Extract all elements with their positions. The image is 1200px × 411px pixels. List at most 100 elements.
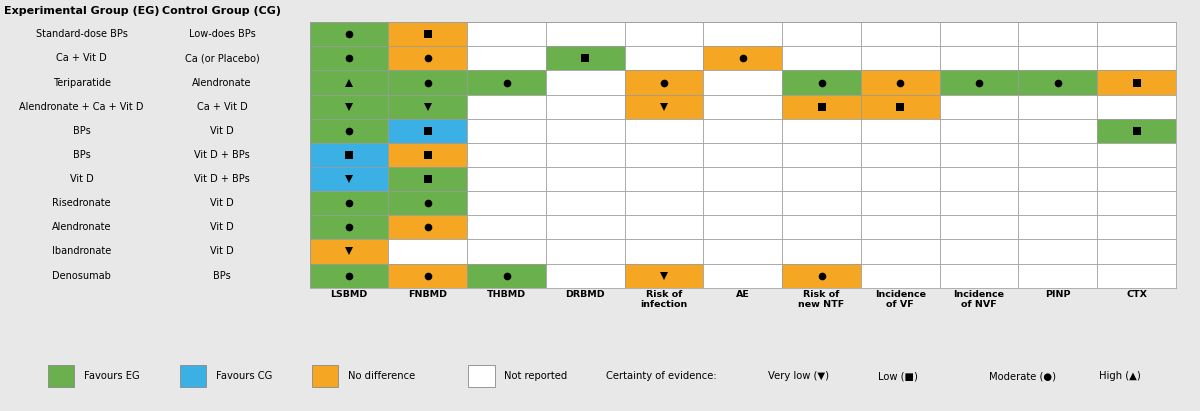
Bar [625,191,703,215]
Bar [467,46,546,70]
Bar [310,119,389,143]
Bar [389,119,467,143]
Bar [546,46,625,70]
Bar [860,70,940,95]
Text: AE: AE [736,290,750,299]
Bar [703,215,782,240]
Text: Vit D: Vit D [210,198,234,208]
Bar [625,167,703,191]
Bar [310,46,389,70]
Text: Vit D: Vit D [210,247,234,256]
Bar [546,240,625,263]
Bar [940,22,1019,46]
Bar [782,263,860,288]
Bar [940,263,1019,288]
Bar [1019,70,1097,95]
Text: Certainty of evidence:: Certainty of evidence: [606,371,716,381]
Bar [389,167,467,191]
Bar [1097,240,1176,263]
Text: High (▲): High (▲) [1099,371,1141,381]
Bar [546,263,625,288]
Bar [310,70,389,95]
Text: Vit D + BPs: Vit D + BPs [194,150,250,160]
Bar [860,95,940,119]
Bar [467,191,546,215]
Text: BPs: BPs [73,150,90,160]
Text: BPs: BPs [73,126,90,136]
Bar [310,191,389,215]
Bar [782,215,860,240]
Text: Experimental Group (EG): Experimental Group (EG) [4,6,160,16]
Text: Vit D: Vit D [70,174,94,184]
Text: BPs: BPs [214,270,230,281]
Bar [703,167,782,191]
Bar [1019,119,1097,143]
Bar [389,191,467,215]
Bar [625,240,703,263]
Bar [703,240,782,263]
Text: Alendronate: Alendronate [52,222,112,232]
Bar [1097,263,1176,288]
Bar [389,46,467,70]
Text: Ca + Vit D: Ca + Vit D [56,53,107,63]
Bar [1097,70,1176,95]
Bar [310,240,389,263]
Text: PINP: PINP [1045,290,1070,299]
Bar [860,119,940,143]
Bar [389,22,467,46]
Bar [860,215,940,240]
Bar [782,240,860,263]
Bar [940,240,1019,263]
Bar [703,119,782,143]
Bar [782,70,860,95]
Bar [1019,46,1097,70]
Text: Risk of
new NTF: Risk of new NTF [798,290,845,309]
Bar [782,95,860,119]
Text: Teriparatide: Teriparatide [53,78,110,88]
Text: Incidence
of NVF: Incidence of NVF [954,290,1004,309]
Text: No difference: No difference [348,371,415,381]
Text: FNBMD: FNBMD [408,290,448,299]
Bar [703,143,782,167]
Bar [860,46,940,70]
Bar [546,215,625,240]
Text: Vit D: Vit D [210,126,234,136]
Bar [782,46,860,70]
Text: Alendronate + Ca + Vit D: Alendronate + Ca + Vit D [19,102,144,112]
Text: Ca + Vit D: Ca + Vit D [197,102,247,112]
Bar [546,70,625,95]
Text: Risedronate: Risedronate [53,198,110,208]
Bar [1019,191,1097,215]
Text: THBMD: THBMD [487,290,526,299]
Text: Favours EG: Favours EG [84,371,139,381]
Text: Low (■): Low (■) [878,371,918,381]
Text: CTX: CTX [1126,290,1147,299]
Bar [703,70,782,95]
Bar [1097,191,1176,215]
Bar [389,263,467,288]
Bar [546,143,625,167]
Bar [467,263,546,288]
Bar [467,215,546,240]
Text: DRBMD: DRBMD [565,290,605,299]
Text: Vit D + BPs: Vit D + BPs [194,174,250,184]
Bar [1097,119,1176,143]
Bar [1019,167,1097,191]
Text: Very low (▼): Very low (▼) [768,371,829,381]
Bar [389,143,467,167]
Bar [703,191,782,215]
Bar [940,95,1019,119]
Bar [1019,22,1097,46]
Bar [310,143,389,167]
Bar [389,215,467,240]
Bar [1097,215,1176,240]
Bar [703,46,782,70]
Bar [860,263,940,288]
Bar [546,95,625,119]
Bar [546,191,625,215]
Bar [940,143,1019,167]
Text: Incidence
of VF: Incidence of VF [875,290,926,309]
Text: Control Group (CG): Control Group (CG) [162,6,282,16]
Text: Vit D: Vit D [210,222,234,232]
Text: Denosumab: Denosumab [52,270,112,281]
